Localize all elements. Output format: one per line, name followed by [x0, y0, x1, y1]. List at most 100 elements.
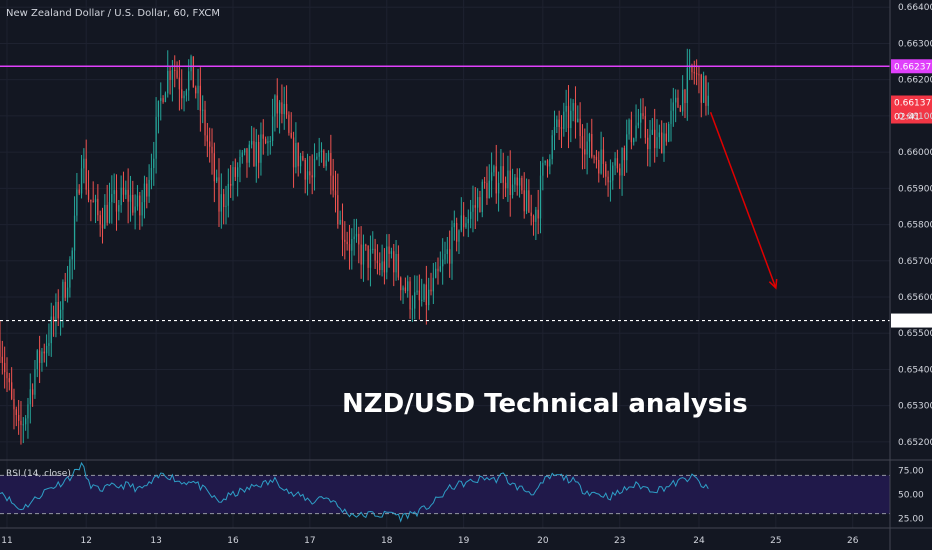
- candle-body: [616, 158, 619, 169]
- candle-body: [167, 70, 169, 94]
- candle-body: [260, 134, 262, 163]
- candle-body: [278, 102, 281, 114]
- candle-body: [330, 152, 332, 176]
- candle-body: [700, 74, 702, 103]
- candle-body: [372, 248, 374, 250]
- candle-body: [267, 141, 269, 144]
- candle-body: [511, 184, 514, 196]
- candle-body: [316, 156, 318, 159]
- candle-body: [206, 135, 208, 142]
- candle-body: [407, 281, 409, 292]
- candle-body: [600, 149, 602, 174]
- candle-body: [101, 224, 104, 229]
- candle-body: [62, 281, 64, 310]
- candle-body: [113, 190, 115, 194]
- candle-body: [469, 211, 472, 219]
- candle-body: [504, 182, 507, 189]
- candle-body: [456, 222, 458, 242]
- candle-body: [20, 420, 22, 425]
- candle-body: [663, 133, 665, 154]
- candle-body: [493, 166, 495, 173]
- candle-body: [574, 103, 577, 123]
- candle-body: [607, 176, 609, 183]
- candle-body: [160, 98, 162, 101]
- candle-body: [546, 160, 549, 167]
- candle-body: [8, 378, 10, 383]
- candle-body: [241, 152, 243, 158]
- candle-body: [379, 263, 381, 271]
- candle-body: [581, 136, 584, 150]
- candle-body: [225, 205, 227, 207]
- candle-body: [295, 142, 297, 168]
- chart-title: New Zealand Dollar / U.S. Dollar, 60, FX…: [6, 8, 220, 19]
- candle-body: [66, 287, 69, 298]
- candle-body: [665, 133, 667, 142]
- candle-body: [591, 133, 593, 157]
- rsi-tick-label: 50.00: [898, 491, 924, 501]
- candle-body: [204, 109, 206, 136]
- candle-body: [162, 98, 164, 103]
- candle-body: [27, 404, 29, 419]
- candle-body: [661, 132, 663, 154]
- candle-body: [87, 189, 90, 200]
- candle-body: [390, 251, 393, 254]
- candle-body: [169, 70, 171, 80]
- candle-body: [679, 107, 681, 112]
- candle-body: [262, 134, 264, 139]
- candle-body: [507, 170, 509, 189]
- candle-body: [11, 382, 13, 399]
- candle-body: [418, 290, 421, 301]
- candle-body: [313, 158, 316, 178]
- candle-body: [414, 292, 416, 309]
- candle-body: [495, 166, 497, 194]
- candle-body: [6, 372, 8, 379]
- candle-body: [518, 177, 521, 186]
- candle-body: [549, 159, 551, 167]
- candle-body: [171, 69, 174, 80]
- candle-body: [693, 72, 695, 74]
- axis-labels: 0.66400 0.66300 0.66200 0.66100 0.66000 0.659…: [1, 3, 932, 546]
- candle-body: [637, 122, 640, 126]
- candle-body: [150, 167, 153, 180]
- candle-body: [532, 215, 535, 222]
- price-level-tag: [891, 59, 932, 74]
- candle-body: [376, 260, 379, 264]
- candle-body: [34, 369, 36, 395]
- y-tick-label: 0.65300: [898, 402, 932, 412]
- candle-body: [83, 158, 85, 169]
- candle-body: [176, 70, 178, 78]
- candle-body: [553, 126, 556, 136]
- candle-body: [197, 85, 199, 94]
- candle-body: [668, 123, 670, 142]
- overlay-text: NZD/USD Technical analysis: [342, 389, 748, 419]
- candle-body: [311, 175, 313, 178]
- candle-body: [598, 159, 600, 174]
- candle-body: [106, 204, 108, 223]
- candle-body: [76, 189, 78, 216]
- candle-body: [69, 259, 71, 288]
- candle-body: [605, 163, 607, 177]
- candle-body: [285, 103, 288, 115]
- candle-body: [621, 147, 623, 176]
- candle-body: [227, 183, 229, 206]
- x-tick-label: 16: [227, 536, 239, 546]
- candle-body: [164, 93, 167, 103]
- candle-body: [80, 168, 83, 194]
- candle-body: [588, 133, 591, 142]
- candle-body: [223, 194, 225, 207]
- x-tick-label: 26: [847, 536, 859, 546]
- candle-body: [486, 182, 488, 199]
- candle-body: [602, 149, 605, 164]
- grid-lines: [0, 0, 890, 528]
- candle-body: [43, 351, 45, 354]
- candle-body: [143, 183, 146, 203]
- candle-body: [325, 160, 327, 167]
- candle-body: [609, 180, 612, 183]
- price-levels: 0.66237 0.65535 0.66137 02:41: [0, 59, 932, 328]
- trend-arrow-head: [768, 278, 778, 290]
- x-tick-label: 23: [614, 536, 625, 546]
- candle-body: [586, 141, 588, 155]
- candle-body: [255, 141, 257, 167]
- candle-body: [630, 119, 633, 143]
